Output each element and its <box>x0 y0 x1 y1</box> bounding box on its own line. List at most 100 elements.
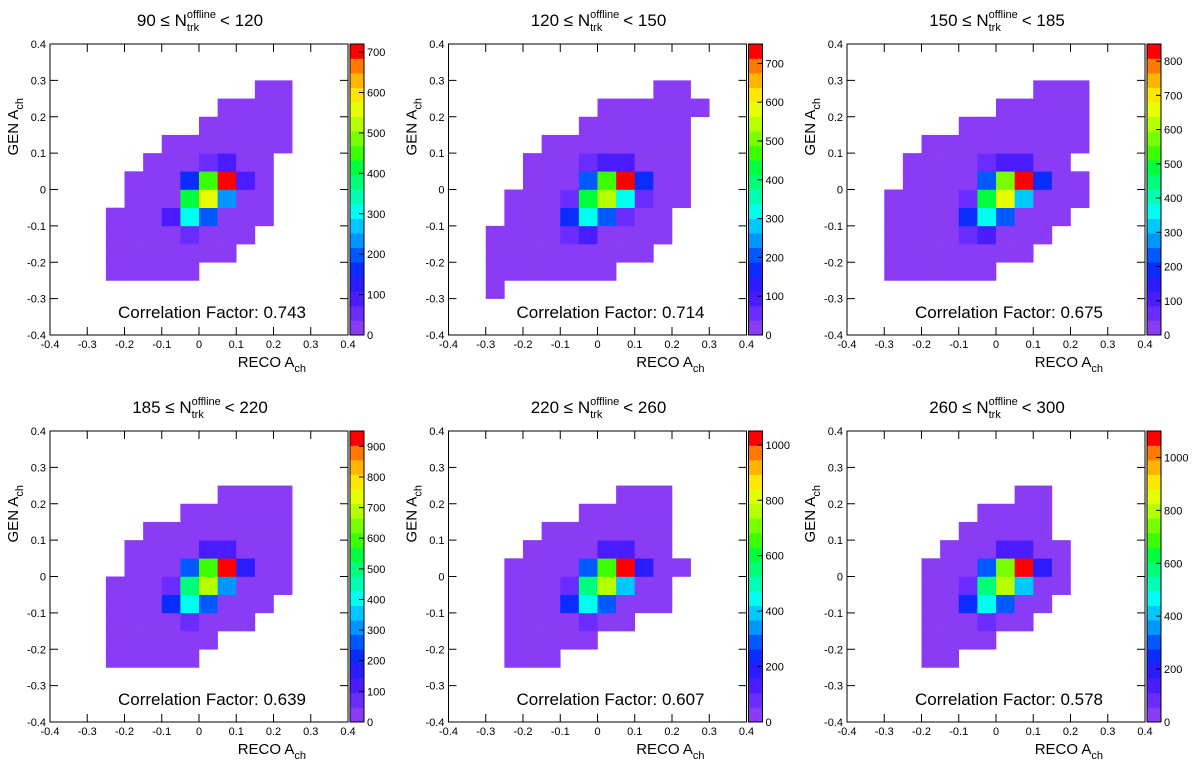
cell <box>217 576 237 595</box>
cell <box>691 244 710 262</box>
title-sub: trk <box>989 409 1002 421</box>
cell <box>691 649 710 667</box>
cell <box>504 631 524 650</box>
cell <box>143 594 163 614</box>
cell <box>996 631 1015 649</box>
cell <box>884 99 903 117</box>
cell <box>87 190 106 208</box>
cell <box>977 503 997 523</box>
cell <box>254 485 274 505</box>
colorbar-band <box>1147 160 1161 176</box>
cell <box>1052 631 1071 649</box>
cell <box>616 540 636 559</box>
z-tick-label: 300 <box>367 625 385 637</box>
cell <box>653 521 673 541</box>
cell <box>161 171 181 190</box>
cell <box>884 631 903 649</box>
cell <box>959 80 978 98</box>
y-tick-label: -0.3 <box>27 681 46 693</box>
cell <box>504 558 524 577</box>
cell <box>199 540 218 559</box>
x-axis-label: RECO Ach <box>1035 741 1103 762</box>
y-tick-label: -0.2 <box>27 644 46 656</box>
x-tick-label: 0 <box>993 726 999 738</box>
cell <box>217 171 237 190</box>
colorbar-band <box>350 73 364 88</box>
cell <box>691 558 710 576</box>
cell <box>653 594 673 614</box>
cell <box>254 558 274 577</box>
cell <box>1070 80 1090 99</box>
cell <box>199 280 218 298</box>
cell <box>1089 631 1108 649</box>
cell <box>292 208 311 226</box>
cell <box>690 98 710 118</box>
cell <box>578 262 598 281</box>
cell <box>255 613 274 631</box>
cell <box>634 153 654 172</box>
cell <box>653 540 673 559</box>
x-tick-label: -0.3 <box>875 339 894 351</box>
cell <box>87 226 106 244</box>
colorbar-band <box>350 620 364 635</box>
cell <box>199 594 218 614</box>
cell <box>217 207 237 227</box>
colorbar-band <box>350 591 364 606</box>
colorbar-band <box>748 431 763 446</box>
x-label-text: RECO A <box>238 354 295 371</box>
colorbar-band <box>1147 320 1161 336</box>
cell <box>1089 540 1108 558</box>
colorbar-band <box>1147 663 1161 679</box>
cell <box>1033 207 1053 227</box>
cell <box>959 486 978 504</box>
colorbar-band <box>350 605 364 621</box>
cell <box>236 80 255 98</box>
cell <box>125 153 144 171</box>
cell <box>691 280 710 298</box>
cell <box>902 153 922 172</box>
annotation: Correlation Factor: 0.639 <box>118 690 306 709</box>
cell <box>542 99 561 117</box>
colorbar-band <box>350 87 364 103</box>
cell <box>691 486 710 504</box>
cell <box>87 280 106 298</box>
cell <box>996 171 1015 190</box>
cell <box>1071 467 1090 485</box>
cell <box>903 280 922 298</box>
z-tick-label: 300 <box>1164 227 1182 239</box>
cell <box>254 207 274 227</box>
panel-title: 260 ≤ Noffline trk < 300 <box>929 396 1065 421</box>
cell <box>977 225 997 245</box>
cell <box>996 116 1015 136</box>
y-axis-label: GEN Ach <box>802 485 823 542</box>
cell <box>274 171 293 189</box>
cell <box>691 80 710 98</box>
cell <box>958 612 978 632</box>
cell <box>236 649 255 667</box>
cell <box>884 467 903 485</box>
colorbar-band <box>350 189 364 205</box>
cell <box>884 649 903 667</box>
y-tick-label: 0.1 <box>429 535 444 547</box>
cell <box>597 558 617 577</box>
cell <box>541 576 561 595</box>
x-tick-label: -0.2 <box>514 339 533 351</box>
y-axis-label: GEN Ach <box>802 98 823 155</box>
cell <box>940 134 960 154</box>
x-axis-label: RECO Ach <box>238 741 306 762</box>
cell <box>143 521 163 541</box>
cell <box>106 667 125 685</box>
cell <box>691 226 710 244</box>
colorbar-band <box>1147 620 1161 635</box>
colorbar-band <box>350 276 364 292</box>
cell <box>921 576 941 595</box>
cell <box>199 153 218 172</box>
cell <box>523 153 542 172</box>
cell <box>921 262 941 281</box>
z-tick-label: 300 <box>367 209 385 221</box>
cell <box>1089 99 1108 117</box>
cell <box>180 225 200 245</box>
z-tick-label: 800 <box>1164 505 1182 517</box>
cell <box>653 576 673 595</box>
cell <box>542 504 561 522</box>
